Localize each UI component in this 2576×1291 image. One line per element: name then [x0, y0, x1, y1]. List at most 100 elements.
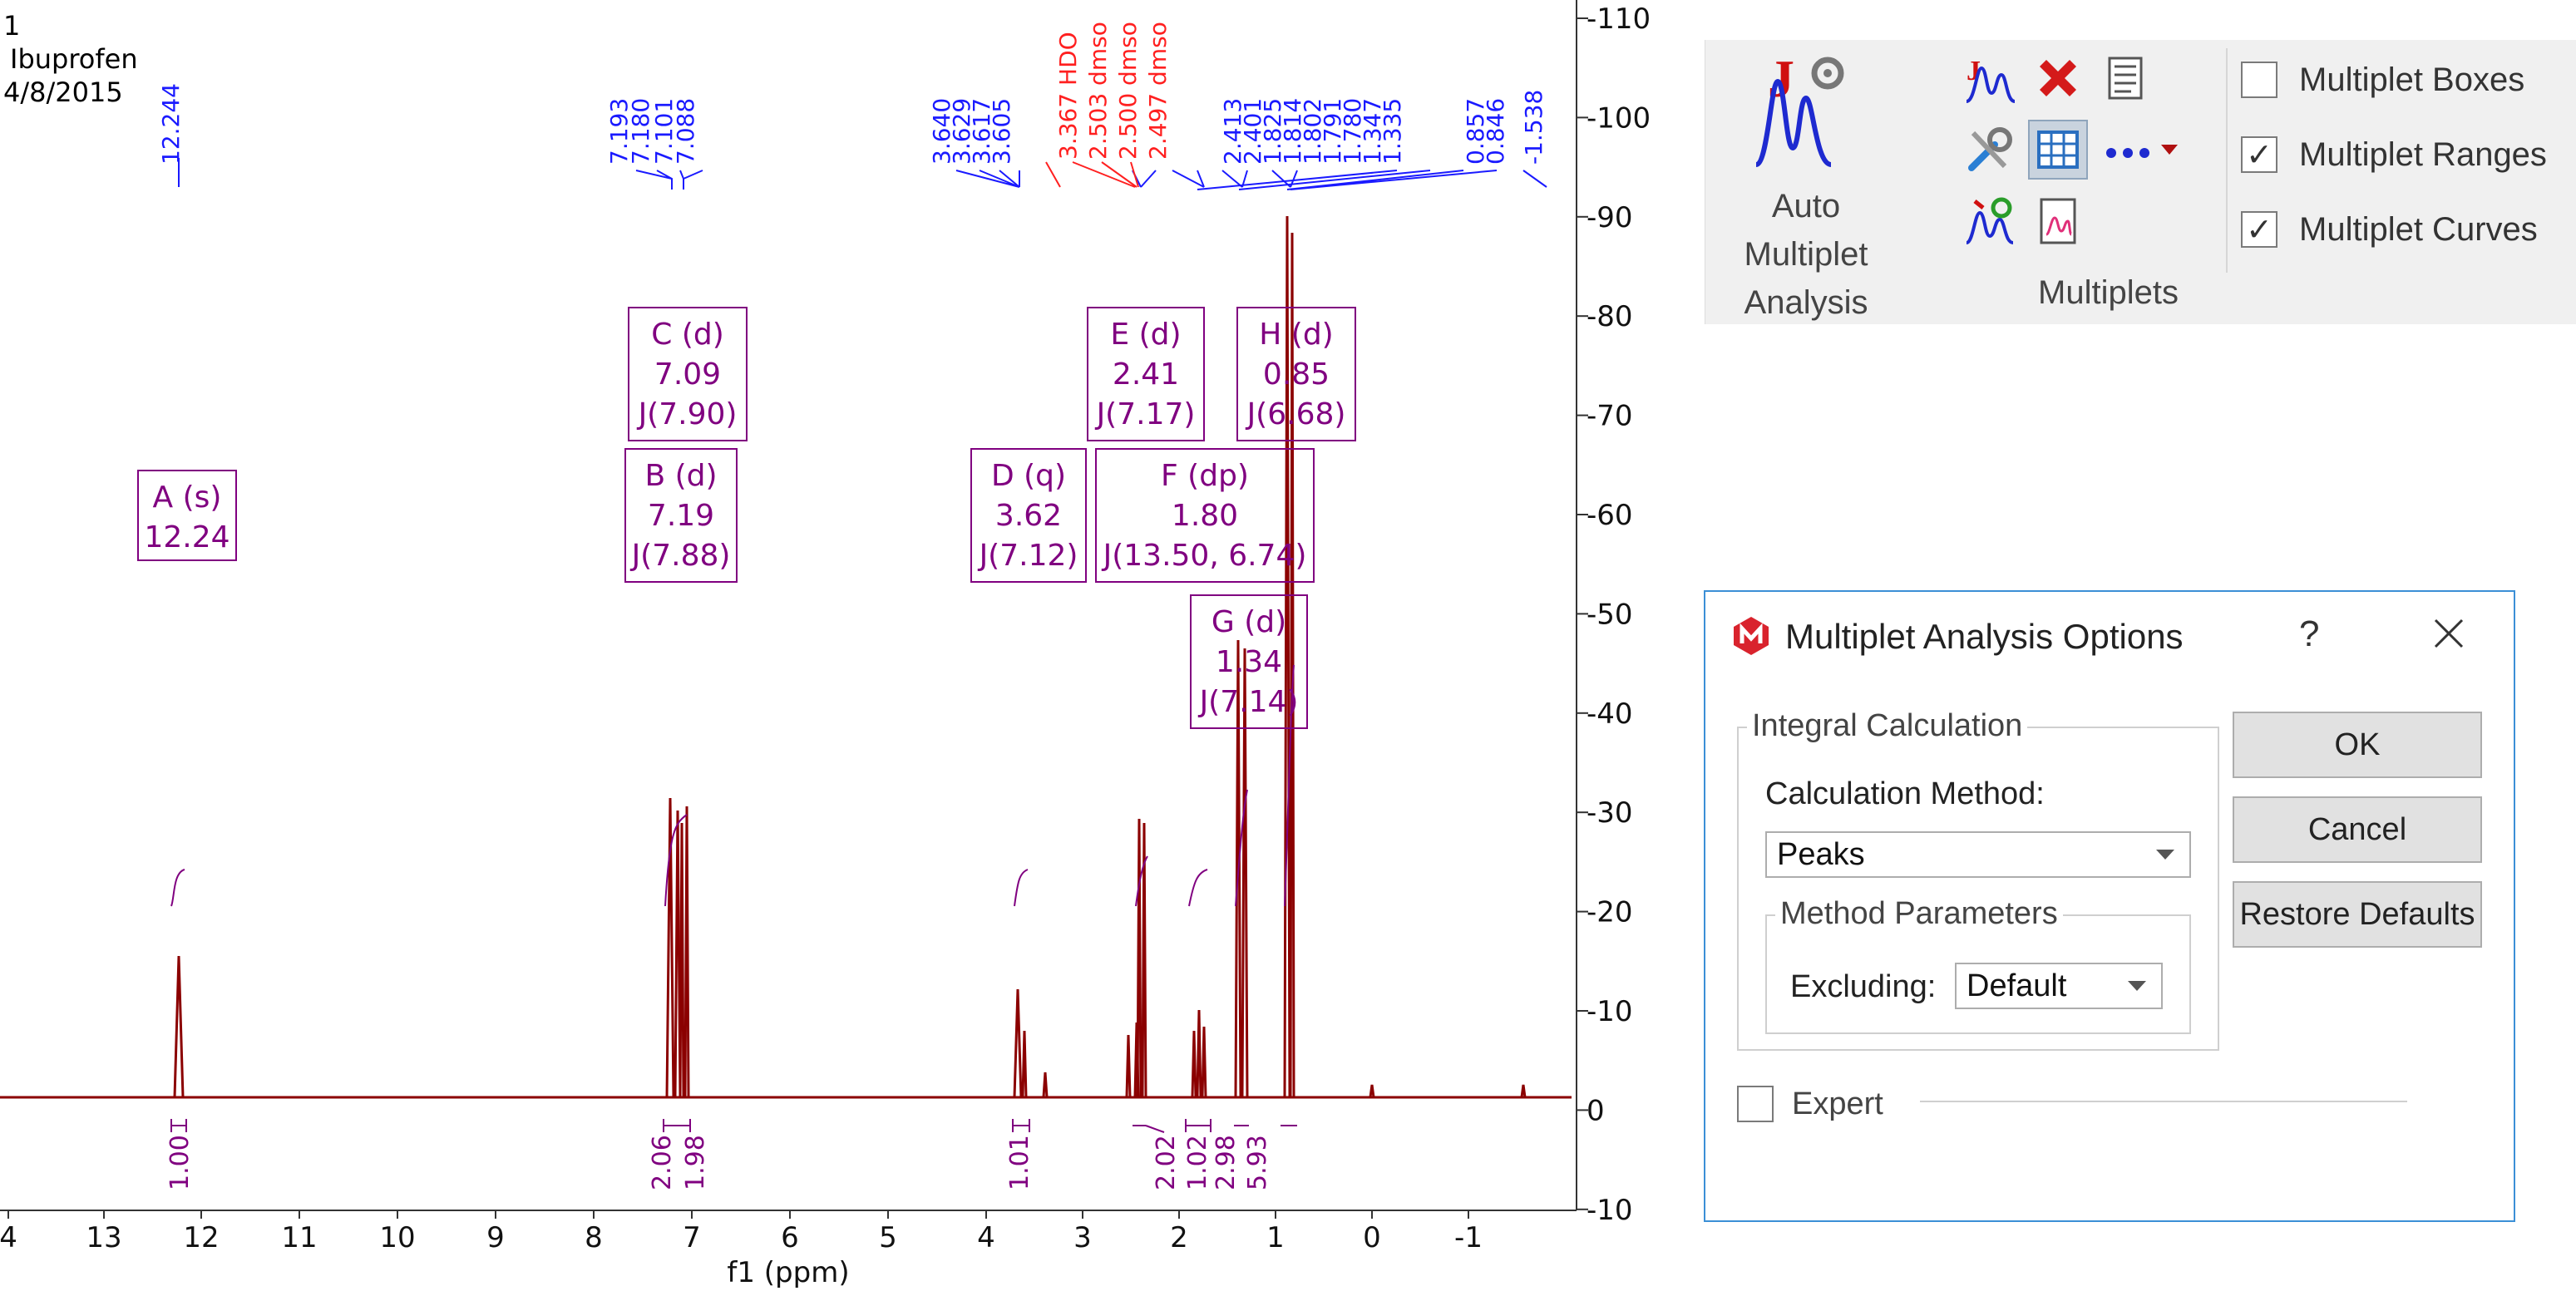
expert-checkbox[interactable]: Expert — [1737, 1086, 1883, 1122]
x-tick-label: 3 — [1073, 1221, 1092, 1254]
auto-multiplet-analysis-button[interactable]: J Auto Multiplet Analysis — [1719, 48, 1893, 321]
mnova-logo-icon — [1734, 617, 1769, 655]
peak-label: 3.617 — [968, 98, 995, 165]
multiplet-report-spectrum-icon[interactable] — [2028, 191, 2088, 251]
integral-value: 5.93 — [1243, 1135, 1272, 1190]
peak-connectors — [178, 158, 1547, 190]
y-tick-label: -40 — [1587, 697, 1633, 731]
peak-label: 3.640 — [928, 98, 955, 165]
peak-label: 1.814 — [1279, 98, 1306, 165]
peak-hdo — [1042, 1072, 1049, 1098]
tools-icon[interactable] — [1960, 120, 2020, 180]
multiplet-boxes-checkbox-box[interactable] — [2241, 62, 2277, 98]
chevron-down-icon — [2128, 981, 2146, 991]
x-tick-label: 8 — [585, 1221, 603, 1254]
calculation-method-select[interactable]: Peaks — [1765, 831, 2191, 878]
peak-label: 7.193 — [605, 98, 633, 165]
expert-checkbox-box[interactable] — [1737, 1086, 1774, 1122]
multiplet-box-c: C (d) 7.09 J(7.90) — [628, 307, 748, 441]
multiplet-ranges-checkbox[interactable]: ✓ Multiplet Ranges — [2241, 128, 2547, 181]
integral-brackets — [170, 1119, 1297, 1133]
integral-value: 2.06 — [648, 1135, 677, 1190]
x-axis-ticks: 4 13 12 11 10 9 8 7 6 5 4 3 2 1 0 -1 — [0, 1210, 1483, 1254]
dialog-title: Multiplet Analysis Options — [1785, 617, 2184, 656]
integral-value: 2.98 — [1212, 1135, 1241, 1190]
refresh-multiplets-icon[interactable] — [1960, 191, 2020, 251]
multiplet-box-a: A (s) 12.24 — [137, 470, 237, 561]
help-button[interactable]: ? — [2299, 613, 2320, 654]
svg-text:0.85: 0.85 — [1263, 357, 1330, 392]
x-tick-label: 0 — [1363, 1221, 1381, 1254]
y-tick-label: -80 — [1587, 300, 1633, 333]
peak-label: 1.347 — [1359, 98, 1386, 165]
multiplet-box-d: D (q) 3.62 J(7.12) — [970, 448, 1087, 583]
solvent-label: 2.500 dmso — [1114, 22, 1142, 160]
x-tick-label: 10 — [379, 1221, 415, 1254]
svg-text:D (q): D (q) — [991, 459, 1066, 493]
svg-text:B (d): B (d) — [644, 459, 717, 493]
x-tick-label: 4 — [0, 1221, 17, 1254]
multiplet-box-h: H (d) 0.85 J(6.68) — [1236, 307, 1356, 441]
multiplet-boxes-checkbox[interactable]: Multiplet Boxes — [2241, 53, 2524, 106]
multiplet-ranges-checkbox-box[interactable]: ✓ — [2241, 136, 2277, 173]
nmr-spectrum-plot[interactable]: 1 Ibuprofen 4/8/2015 -110-100-90-80-70-6… — [0, 0, 1663, 1291]
x-tick-label: 5 — [879, 1221, 897, 1254]
solvent-label: 2.497 dmso — [1144, 22, 1172, 160]
y-tick-label: -110 — [1587, 2, 1651, 36]
multiplets-ribbon: J Auto Multiplet Analysis J Multiplet Bo… — [1705, 40, 2576, 324]
j-multiplet-icon[interactable]: J — [1960, 48, 2020, 108]
y-tick-label: -90 — [1587, 201, 1633, 234]
chevron-down-icon — [2156, 850, 2174, 860]
multiplet-curves-checkbox-box[interactable]: ✓ — [2241, 211, 2277, 248]
restore-defaults-button[interactable]: Restore Defaults — [2233, 881, 2482, 948]
y-tick-label: -20 — [1587, 896, 1633, 929]
integral-value: 1.01 — [1005, 1135, 1034, 1190]
integral-value: 1.98 — [681, 1135, 710, 1190]
peak-b — [665, 797, 682, 1098]
more-icon[interactable] — [2095, 120, 2188, 180]
peak-label: 0.857 — [1462, 98, 1489, 165]
svg-text:C (d): C (d) — [651, 318, 724, 352]
svg-text:F (dp): F (dp) — [1161, 459, 1249, 493]
y-tick-label: -10 — [1587, 1194, 1633, 1227]
multiplet-box-g: G (d) 1.34 J(7.14) — [1190, 594, 1308, 729]
peak-label: 0.846 — [1482, 98, 1509, 165]
peak-label: 3.629 — [948, 98, 975, 165]
x-tick-label: 13 — [86, 1221, 121, 1254]
peak-label: 7.088 — [672, 98, 699, 165]
peak-label: 7.101 — [650, 98, 678, 165]
multiplet-report-icon[interactable] — [2095, 48, 2154, 108]
integral-curves — [170, 664, 1295, 907]
solvent-labels: 3.367 HDO 2.503 dmso 2.500 dmso 2.497 dmso — [1054, 22, 1172, 160]
excluding-select[interactable]: Default — [1955, 963, 2163, 1009]
ribbon-group-label: Multiplets — [2038, 274, 2179, 311]
svg-text:12.24: 12.24 — [144, 520, 229, 554]
svg-text:E (d): E (d) — [1110, 318, 1181, 352]
svg-text:J(7.17): J(7.17) — [1095, 397, 1196, 431]
x-tick-label: 9 — [486, 1221, 505, 1254]
delete-multiplets-icon[interactable] — [2028, 48, 2088, 108]
integral-value: 1.00 — [165, 1135, 195, 1190]
table-icon[interactable] — [2028, 120, 2088, 180]
cancel-button[interactable]: Cancel — [2233, 796, 2482, 863]
peak-label: 2.401 — [1239, 98, 1266, 165]
ok-button[interactable]: OK — [2233, 712, 2482, 778]
auto-multiplet-icon: J — [1754, 49, 1844, 167]
svg-text:1.80: 1.80 — [1172, 499, 1238, 533]
acquisition-date: 4/8/2015 — [3, 76, 123, 108]
peak-c — [679, 806, 690, 1098]
svg-text:G (d): G (d) — [1212, 605, 1286, 639]
peak-label: 12.244 — [157, 83, 185, 165]
svg-text:J(6.68): J(6.68) — [1246, 397, 1346, 431]
svg-text:H (d): H (d) — [1259, 318, 1333, 352]
peak-label: 2.413 — [1219, 98, 1246, 165]
svg-text:3.62: 3.62 — [995, 499, 1062, 533]
spectrum-number: 1 — [3, 10, 20, 42]
multiplet-curves-checkbox[interactable]: ✓ Multiplet Curves — [2241, 203, 2538, 256]
close-icon[interactable] — [2425, 610, 2472, 657]
x-tick-label: 11 — [281, 1221, 317, 1254]
y-tick-label: -100 — [1587, 101, 1651, 135]
calculation-method-label: Calculation Method: — [1765, 776, 2045, 811]
x-tick-label: 12 — [183, 1221, 219, 1254]
